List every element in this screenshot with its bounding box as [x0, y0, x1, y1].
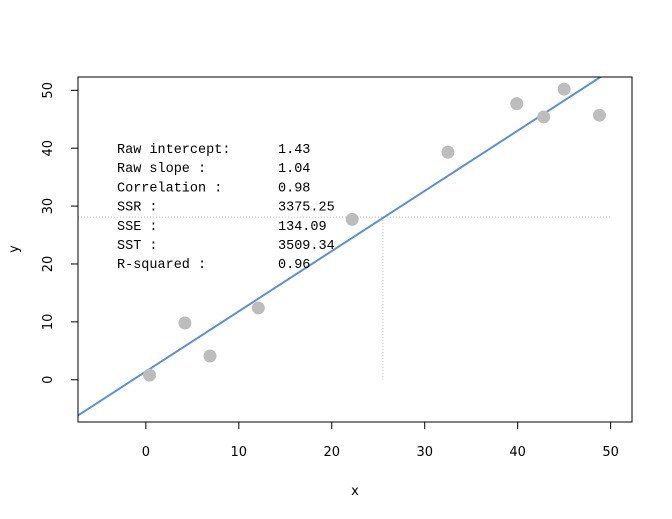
- y-tick-label: 40: [41, 140, 56, 157]
- x-axis: 0 10 20 30 40 50: [142, 421, 619, 460]
- data-point: [178, 316, 192, 330]
- data-point: [592, 108, 606, 122]
- stat-label: SST :: [117, 239, 158, 254]
- y-tick-label: 20: [41, 256, 56, 273]
- stat-label: Correlation :: [117, 181, 222, 196]
- y-tick-label: 50: [41, 82, 56, 99]
- stat-value: 1.04: [278, 162, 310, 177]
- stat-value: 0.96: [278, 258, 310, 273]
- y-axis: 0 10 20 30 40 50: [41, 82, 79, 384]
- points-group: [143, 82, 606, 382]
- regression-line: [78, 77, 603, 417]
- stat-label: Raw intercept:: [117, 143, 230, 158]
- y-tick-label: 0: [41, 376, 56, 384]
- x-tick-label: 20: [323, 445, 340, 460]
- data-point: [537, 110, 551, 124]
- data-point: [441, 145, 455, 159]
- stat-value: 0.98: [278, 181, 310, 196]
- plot-frame: [77, 76, 633, 423]
- data-point: [203, 349, 217, 363]
- x-tick-label: 10: [231, 445, 248, 460]
- x-tick-label: 40: [509, 445, 526, 460]
- x-axis-label: x: [351, 484, 359, 499]
- data-point: [557, 82, 571, 96]
- stat-value: 1.43: [278, 143, 310, 158]
- data-point: [345, 212, 359, 226]
- y-tick-label: 30: [41, 198, 56, 215]
- stat-value: 3375.25: [278, 201, 335, 216]
- data-point: [143, 368, 157, 382]
- stat-label: Raw slope :: [117, 162, 206, 177]
- x-tick-label: 30: [416, 445, 433, 460]
- x-tick-label: 0: [142, 445, 150, 460]
- data-point: [510, 97, 524, 111]
- stats-annotation: Raw intercept: 1.43 Raw slope : 1.04 Correla…: [117, 143, 335, 273]
- y-axis-label: y: [7, 245, 22, 253]
- stat-label: SSE :: [117, 220, 158, 235]
- stat-value: 134.09: [278, 220, 327, 235]
- stat-label: SSR :: [117, 201, 158, 216]
- stat-value: 3509.34: [278, 239, 335, 254]
- x-tick-label: 50: [602, 445, 619, 460]
- guide-lines: [78, 216, 611, 380]
- data-point: [251, 301, 265, 315]
- regression-line-group: [78, 77, 603, 417]
- y-tick-label: 10: [41, 314, 56, 331]
- stat-label: R-squared :: [117, 258, 206, 273]
